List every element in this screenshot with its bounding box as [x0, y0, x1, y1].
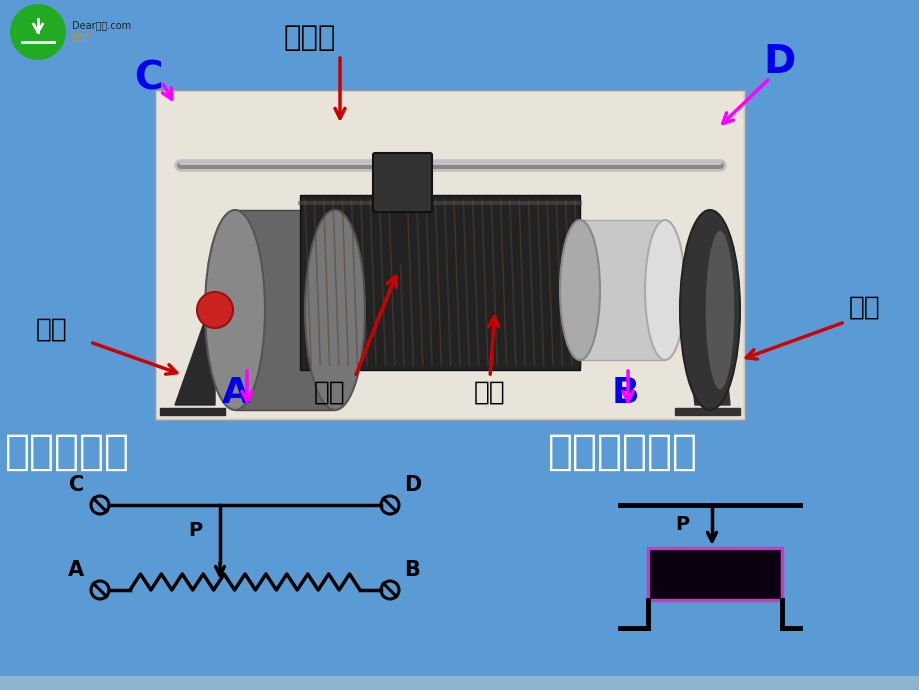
Polygon shape — [675, 408, 739, 415]
Text: D: D — [763, 43, 795, 81]
Text: D: D — [403, 475, 421, 495]
Text: 电路中的符号: 电路中的符号 — [548, 431, 698, 473]
Text: 结构示意图: 结构示意图 — [5, 431, 130, 473]
Text: 瓷筒: 瓷筒 — [848, 295, 879, 321]
Polygon shape — [175, 320, 215, 405]
Polygon shape — [685, 320, 729, 405]
Ellipse shape — [679, 210, 739, 410]
Ellipse shape — [644, 220, 685, 360]
Text: C: C — [69, 475, 84, 495]
Ellipse shape — [704, 230, 734, 390]
Ellipse shape — [560, 220, 599, 360]
Circle shape — [10, 4, 66, 60]
Bar — [0, 676, 919, 690]
Text: 滑片: 滑片 — [313, 380, 346, 406]
Text: A: A — [68, 560, 84, 580]
Text: Dear课件.com: Dear课件.com — [72, 20, 131, 30]
Text: P: P — [675, 515, 688, 535]
Ellipse shape — [205, 210, 265, 410]
Text: B: B — [610, 376, 638, 410]
Text: P: P — [187, 520, 202, 540]
Text: A: A — [221, 376, 250, 410]
Bar — [300, 195, 579, 370]
Ellipse shape — [305, 210, 365, 410]
Text: C: C — [133, 59, 162, 97]
Text: 线圈: 线圈 — [473, 380, 505, 406]
Text: 支架: 支架 — [36, 317, 68, 343]
Text: B: B — [403, 560, 419, 580]
Bar — [157, 92, 743, 418]
Bar — [154, 90, 744, 420]
Text: 学·乐·教: 学·乐·教 — [72, 34, 91, 43]
Circle shape — [197, 292, 233, 328]
Text: 金属棒: 金属棒 — [283, 24, 335, 52]
Bar — [647, 548, 781, 600]
Polygon shape — [160, 408, 225, 415]
FancyBboxPatch shape — [372, 153, 432, 212]
Bar — [579, 220, 664, 360]
FancyBboxPatch shape — [234, 210, 335, 410]
